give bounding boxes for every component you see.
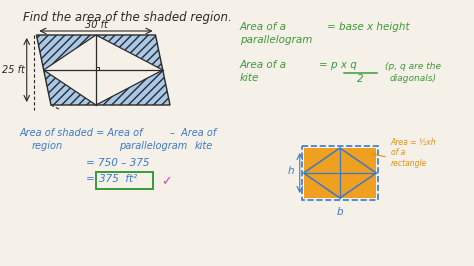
- Polygon shape: [36, 35, 170, 105]
- Bar: [301, 146, 378, 200]
- Text: diagonals): diagonals): [390, 74, 437, 83]
- Text: = 750 – 375: = 750 – 375: [86, 158, 149, 168]
- Text: kite: kite: [240, 73, 259, 83]
- Text: Find the area of the shaded region.: Find the area of the shaded region.: [23, 11, 232, 24]
- Text: ✓: ✓: [161, 176, 172, 189]
- Text: = base x height: = base x height: [327, 22, 410, 32]
- Text: 25 ft: 25 ft: [2, 65, 25, 75]
- Bar: [304, 148, 376, 198]
- Polygon shape: [44, 35, 163, 105]
- Text: Area = ½xh
of a
rectangle: Area = ½xh of a rectangle: [372, 138, 437, 168]
- Text: = p x q: = p x q: [319, 60, 357, 70]
- Text: 375  ft²: 375 ft²: [100, 174, 137, 184]
- Text: kite: kite: [194, 141, 212, 151]
- Text: 30 ft: 30 ft: [84, 20, 108, 30]
- Text: –  Area of: – Area of: [170, 128, 216, 138]
- Text: =: =: [86, 174, 98, 184]
- Text: Area of a: Area of a: [240, 60, 287, 70]
- Text: h: h: [287, 166, 294, 176]
- Text: Area of a: Area of a: [240, 22, 287, 32]
- Text: region: region: [32, 141, 63, 151]
- Text: parallelogram: parallelogram: [118, 141, 187, 151]
- Text: (p, q are the: (p, q are the: [385, 62, 441, 71]
- Text: b: b: [337, 207, 343, 217]
- Text: parallelogram: parallelogram: [240, 35, 312, 45]
- Text: 2: 2: [357, 74, 364, 84]
- Polygon shape: [304, 148, 376, 198]
- Text: Area of shaded = Area of: Area of shaded = Area of: [20, 128, 144, 138]
